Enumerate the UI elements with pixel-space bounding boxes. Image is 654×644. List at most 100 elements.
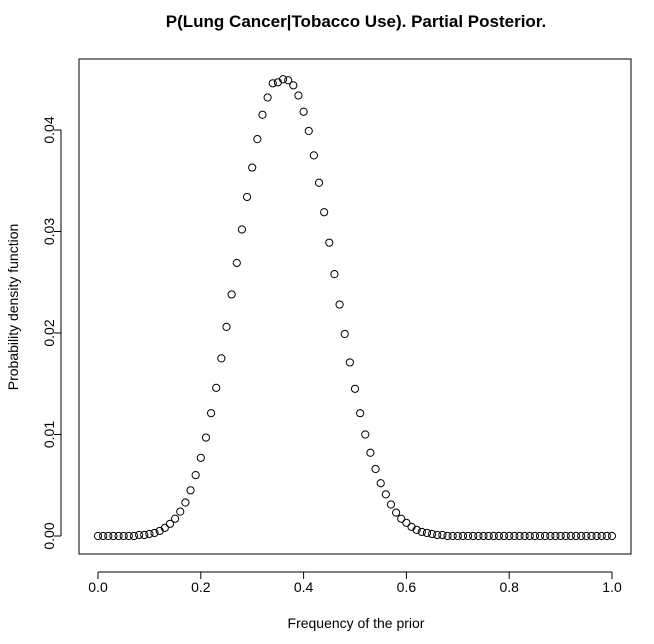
data-point	[135, 530, 144, 540]
data-point	[345, 358, 354, 367]
data-point	[104, 531, 113, 541]
data-points	[93, 75, 617, 541]
data-point	[433, 530, 442, 540]
data-point	[463, 531, 473, 541]
data-point	[438, 530, 447, 540]
data-point	[171, 514, 180, 523]
data-point	[417, 527, 426, 537]
data-point	[330, 270, 339, 279]
data-point	[448, 531, 457, 541]
data-point	[428, 529, 437, 539]
y-tick-label: 0.03	[41, 218, 57, 245]
data-point	[109, 531, 118, 541]
data-point	[371, 464, 380, 474]
y-tick-label: 0.01	[41, 421, 57, 448]
data-point	[263, 93, 272, 102]
x-axis-label: Frequency of the prior	[288, 615, 425, 631]
data-point	[607, 531, 617, 541]
data-point	[145, 529, 154, 539]
data-point	[124, 531, 133, 541]
data-point	[366, 448, 375, 457]
data-point	[176, 507, 185, 516]
data-point	[566, 531, 575, 541]
data-point	[268, 79, 277, 88]
data-point	[258, 110, 267, 119]
data-point	[484, 531, 493, 541]
data-point	[242, 192, 252, 202]
data-point	[299, 107, 308, 116]
data-point	[520, 531, 529, 541]
data-point	[140, 530, 149, 540]
data-point	[160, 523, 169, 532]
data-point	[350, 384, 360, 393]
data-point	[361, 430, 370, 439]
y-axis-label: Probability density function	[5, 224, 21, 391]
data-point	[397, 514, 406, 523]
data-point	[469, 531, 478, 541]
data-point	[217, 354, 226, 363]
data-point	[582, 531, 591, 541]
data-point	[422, 528, 432, 538]
data-point	[494, 531, 504, 541]
data-point	[320, 208, 329, 217]
x-axis: 0.0 0.2 0.4 0.6 0.8 1.0	[88, 571, 622, 595]
x-tick-label: 1.0	[602, 579, 622, 595]
data-point	[443, 531, 452, 541]
data-point	[556, 531, 565, 541]
data-point	[294, 91, 303, 100]
x-tick-label: 0.2	[191, 579, 211, 595]
data-point	[597, 531, 606, 541]
data-point	[284, 76, 293, 85]
y-tick-label: 0.02	[41, 319, 57, 346]
data-point	[402, 518, 411, 527]
data-point	[314, 178, 324, 187]
y-axis: 0.00 0.01 0.02 0.03 0.04	[41, 116, 62, 550]
y-tick-label: 0.04	[41, 116, 57, 143]
data-point	[309, 151, 318, 160]
data-point	[129, 531, 139, 541]
plot-frame	[78, 58, 632, 555]
data-point	[227, 290, 236, 299]
chart-title: P(Lung Cancer|Tobacco Use). Partial Post…	[166, 12, 546, 31]
data-point	[356, 409, 365, 418]
data-point	[248, 163, 257, 172]
data-point	[119, 531, 128, 541]
data-point	[541, 531, 550, 541]
data-point	[474, 531, 483, 541]
data-point	[386, 500, 396, 509]
data-point	[592, 531, 601, 541]
data-point	[546, 531, 555, 541]
data-point	[561, 531, 570, 541]
data-point	[212, 383, 221, 392]
data-point	[499, 531, 509, 541]
data-point	[530, 531, 540, 541]
data-point	[150, 528, 159, 538]
data-point	[304, 126, 313, 136]
data-point	[181, 498, 190, 507]
data-point	[577, 531, 586, 541]
x-tick-label: 0.0	[88, 579, 108, 595]
data-point	[278, 75, 288, 84]
data-point	[335, 300, 344, 309]
data-point	[479, 531, 488, 541]
data-point	[376, 479, 385, 488]
data-point	[392, 508, 401, 517]
data-point	[381, 490, 390, 499]
y-tick-label: 0.00	[41, 522, 57, 549]
data-point	[505, 531, 514, 541]
data-point	[535, 531, 545, 541]
data-point	[93, 531, 103, 541]
x-tick-label: 0.6	[397, 579, 417, 595]
data-point	[340, 329, 349, 339]
data-point	[206, 409, 216, 418]
data-point	[289, 81, 298, 90]
x-tick-label: 0.4	[294, 579, 314, 595]
data-point	[237, 225, 247, 234]
data-point	[99, 531, 108, 541]
data-point	[165, 519, 175, 528]
data-point	[551, 531, 560, 541]
data-point	[510, 531, 519, 541]
data-point	[412, 525, 421, 535]
